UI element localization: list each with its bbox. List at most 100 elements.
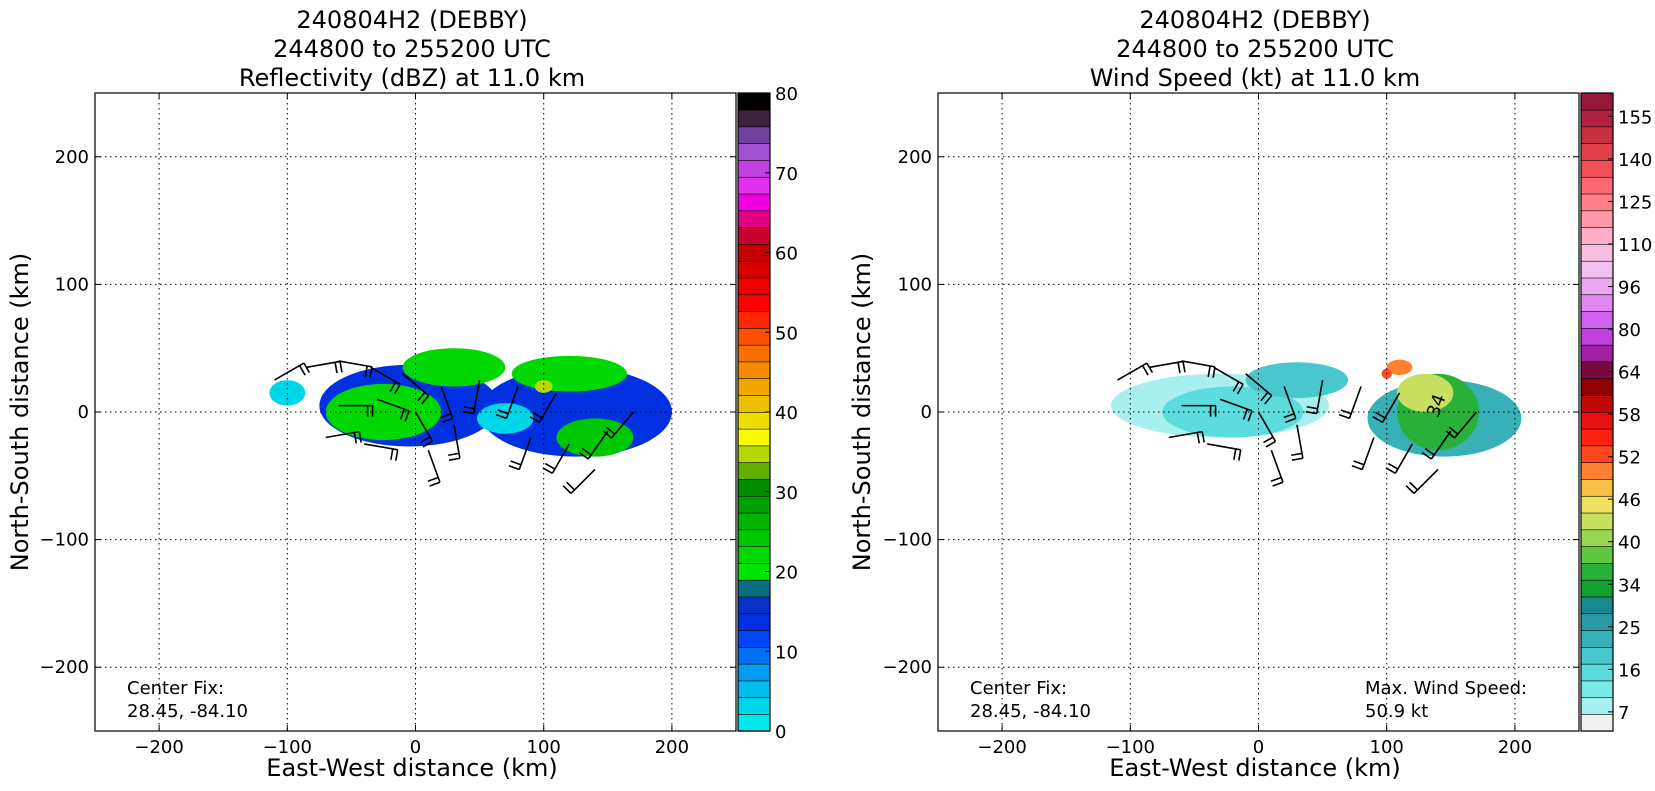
wind-barbs: [1117, 360, 1478, 495]
reflectivity-panel: 240804H2 (DEBBY) 244800 to 255200 UTC Re…: [6, 6, 798, 782]
colorbar-swatch: [1580, 613, 1614, 631]
colorbar-swatch: [1580, 344, 1614, 363]
colorbar-swatch: [737, 646, 771, 665]
wind-barb: [370, 366, 401, 395]
colorbar-swatch: [737, 277, 771, 296]
wind-barb: [376, 398, 410, 422]
colorbar-swatch: [1580, 495, 1614, 514]
wind-barb: [1219, 398, 1253, 422]
max-wind-note: 50.9 kt: [1365, 701, 1428, 722]
colorbar-swatch: [737, 143, 771, 161]
chart-title-line-2: 244800 to 255200 UTC: [1116, 35, 1394, 63]
colorbar-swatch: [1580, 462, 1614, 480]
colorbar-swatch: [737, 495, 771, 514]
colorbar-swatch: [1580, 445, 1614, 463]
colorbar-tick-label: 80: [1618, 320, 1641, 341]
colorbar-swatch: [737, 546, 771, 564]
colorbar-swatch: [737, 462, 771, 480]
wind-barb: [427, 450, 441, 487]
wind-barb: [338, 404, 374, 417]
colorbar-swatch: [1580, 193, 1614, 212]
x-tick-label: 0: [1253, 737, 1264, 758]
colorbar-swatch: [737, 697, 771, 715]
colorbar-tick-label: 60: [775, 244, 798, 265]
wind-barbs: [274, 360, 635, 495]
x-axis-label: East-West distance (km): [1109, 754, 1400, 782]
colorbar-frame: [1580, 92, 1614, 732]
y-tick-label: 200: [898, 147, 932, 168]
x-tick-label: −100: [263, 737, 312, 758]
grid: [95, 93, 736, 731]
y-tick-label: −200: [883, 657, 932, 678]
x-tick-label: −200: [134, 737, 183, 758]
colorbar-swatch: [1580, 378, 1614, 396]
colorbar: 0 10 20 30 40 50 60 70 80: [737, 84, 798, 743]
wind-barb: [1372, 392, 1401, 423]
colorbar-swatch: [737, 227, 771, 245]
colorbar-tick-label: 40: [1618, 533, 1641, 554]
y-tick-label: 0: [78, 402, 89, 423]
colorbar-swatch: [1580, 680, 1614, 699]
data-cell-region: [1396, 373, 1454, 412]
colorbar-swatch: [737, 378, 771, 396]
colorbar-swatch: [1580, 310, 1614, 329]
colorbar-swatch: [1580, 394, 1614, 413]
colorbar-tick-label: 155: [1618, 107, 1652, 128]
colorbar-tick-label: 40: [775, 403, 798, 424]
colorbar-swatch: [737, 478, 771, 497]
colorbar-swatch: [737, 394, 771, 413]
colorbar-swatch: [1580, 579, 1614, 598]
colorbar-tick-label: 70: [775, 164, 798, 185]
colorbar-swatch: [737, 92, 771, 111]
colorbar-swatch: [737, 613, 771, 631]
wind-barb: [274, 362, 311, 381]
wind-speed-plot-area: −200 −100 0 100 200 −200 −100 0 100 200 34 Center F…: [883, 92, 1652, 758]
wind-barb: [1283, 386, 1297, 423]
y-axis-label: North-South distance (km): [848, 253, 876, 572]
wind-barb: [448, 424, 461, 461]
wind-barb: [325, 430, 362, 444]
center-fix-note: 28.45, -84.10: [127, 701, 248, 722]
colorbar-swatch: [1580, 327, 1614, 346]
chart-title-line-1: 240804H2 (DEBBY): [1139, 6, 1370, 34]
colorbar-swatch: [1580, 210, 1614, 228]
x-tick-label: −200: [977, 737, 1026, 758]
colorbar-swatch: [1580, 361, 1614, 380]
colorbar-swatch: [737, 680, 771, 699]
data-cell-region: [402, 348, 506, 387]
data-cell-region: [556, 418, 634, 457]
data-cell-region: [269, 380, 306, 406]
y-tick-label: 0: [921, 402, 932, 423]
wind-barb: [602, 411, 635, 439]
max-wind-note: Max. Wind Speed:: [1365, 678, 1527, 699]
wind-barb: [364, 443, 399, 461]
colorbar-tick-label: 64: [1618, 363, 1641, 384]
center-fix-note: Center Fix:: [127, 678, 224, 699]
y-axis-label: North-South distance (km): [6, 253, 34, 572]
colorbar-swatch: [737, 713, 771, 732]
colorbar-swatch: [737, 260, 771, 279]
y-tick-label: 200: [55, 147, 89, 168]
colorbar-swatch: [737, 344, 771, 363]
colorbar-tick-label: 125: [1618, 192, 1652, 213]
data-cell-region: [1245, 362, 1349, 398]
wind-barb: [1445, 411, 1478, 439]
colorbar-tick-label: 46: [1618, 490, 1641, 511]
colorbar-tick-label: 16: [1618, 660, 1641, 681]
wind-barb: [542, 443, 571, 475]
grid: [938, 93, 1579, 731]
colorbar-tick-label: 34: [1618, 575, 1641, 596]
colorbar-swatch: [1580, 529, 1614, 547]
x-tick-label: 0: [410, 737, 421, 758]
colorbar-swatch: [737, 176, 771, 195]
colorbar-swatch: [737, 629, 771, 648]
colorbar-swatch: [737, 361, 771, 380]
colorbar-swatch: [737, 579, 771, 598]
colorbar-swatch: [1580, 546, 1614, 564]
colorbar-swatch: [1580, 596, 1614, 615]
colorbar-swatch: [737, 445, 771, 463]
colorbar-swatch: [1580, 143, 1614, 161]
colorbar-swatch: [1580, 227, 1614, 245]
x-axis-label: East-West distance (km): [266, 754, 557, 782]
wind-barb: [578, 430, 609, 460]
